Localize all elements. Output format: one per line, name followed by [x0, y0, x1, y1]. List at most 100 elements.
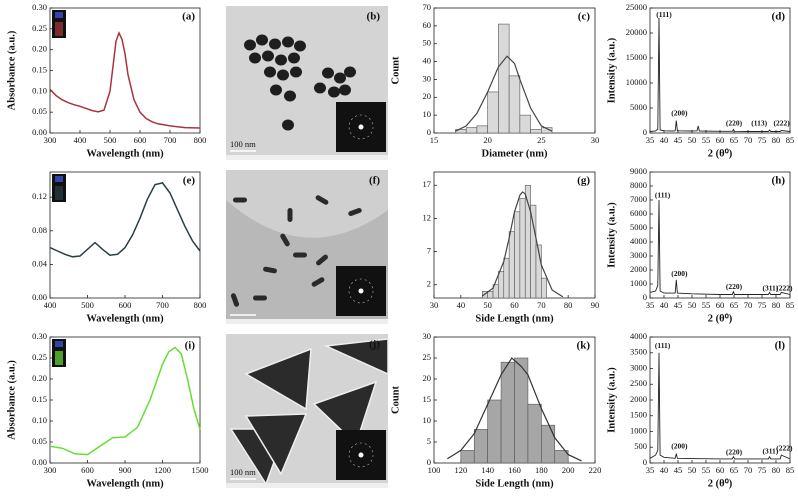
nanosphere: [244, 39, 256, 51]
y-tick-label: 2: [427, 279, 431, 289]
histogram-bar: [530, 129, 542, 134]
y-tick-label: 60: [423, 20, 432, 30]
x-tick-label: 35: [646, 135, 655, 145]
nanorod: [315, 195, 329, 205]
x-tick-label: 80: [772, 465, 781, 475]
panel-label: (j): [369, 339, 380, 351]
peak-annotation: (111): [655, 341, 671, 350]
x-tick-label: 600: [81, 465, 94, 475]
vial-cap: [55, 176, 63, 182]
y-tick-label: 0.15: [32, 394, 47, 404]
x-axis-label: Side Length (nm): [475, 478, 554, 489]
nanosphere: [277, 69, 289, 81]
panel-label: (b): [367, 11, 381, 23]
y-tick-label: 0.15: [32, 64, 47, 74]
histogram-bar: [487, 291, 494, 299]
peak-annotation: (113): [751, 119, 767, 128]
x-tick-label: 75: [758, 135, 767, 145]
y-tick-label: 2000: [630, 394, 647, 404]
y-tick-label: 0.20: [32, 373, 47, 383]
vial-cap: [55, 12, 63, 18]
nanosphere: [262, 50, 274, 62]
peak-annotation: (222): [776, 444, 793, 453]
y-tick-label: 10: [423, 109, 432, 119]
histogram-bar: [498, 271, 505, 299]
x-axis-label: Diameter (nm): [482, 148, 548, 159]
y-tick-label: 40: [423, 56, 432, 66]
nanorod: [263, 266, 277, 274]
histogram-bar: [541, 127, 553, 134]
x-tick-label: 40: [660, 465, 669, 475]
y-axis-label: Intensity (a.u.): [606, 202, 617, 268]
x-axis-label: Wavelength (nm): [86, 478, 164, 489]
x-tick-label: 1500: [192, 465, 209, 475]
x-tick-label: 50: [688, 465, 697, 475]
nanorod: [311, 277, 325, 287]
histogram-bar: [519, 114, 531, 134]
x-tick-label: 600: [134, 135, 147, 145]
peak-annotation: (311): [762, 447, 778, 456]
x-axis-label: Side Length (nm): [475, 313, 554, 324]
x-tick-label: 400: [74, 135, 87, 145]
histogram-bar: [535, 244, 542, 299]
y-tick-label: 0: [643, 457, 647, 467]
tem-image: 100 nm (j): [226, 334, 389, 488]
x-tick-label: 70: [537, 300, 546, 310]
y-axis-label: Count: [390, 385, 401, 414]
y-tick-label: 9000: [630, 166, 647, 176]
nanosphere: [284, 90, 296, 102]
y-axis-label: Absorbance (a.u.): [6, 360, 17, 440]
y-tick-label: 4000: [630, 331, 647, 341]
x-tick-label: 20: [483, 135, 492, 145]
y-tick-label: 20: [423, 91, 432, 101]
x-tick-label: 60: [716, 465, 725, 475]
y-tick-label: 2500: [630, 378, 647, 388]
y-axis-label: Intensity (a.u.): [606, 367, 617, 433]
nanosphere: [314, 82, 326, 94]
panel-label: (c): [578, 11, 591, 23]
x-tick-label: 75: [758, 465, 767, 475]
x-tick-label: 25: [537, 135, 546, 145]
x-tick-label: 65: [730, 135, 739, 145]
plot-frame: [49, 336, 201, 464]
nanosphere: [328, 86, 340, 98]
x-axis-label: 2 (θ⁰): [708, 477, 733, 489]
y-axis-label: Intensity (a.u.): [606, 37, 617, 103]
panel-label: (g): [577, 175, 590, 187]
peak-annotation: (222): [773, 119, 790, 128]
x-tick-label: 65: [730, 300, 739, 310]
saed-ring: [348, 442, 374, 468]
peak-annotation: (200): [671, 441, 688, 450]
histogram-bar: [541, 424, 556, 464]
x-tick-label: 60: [510, 300, 519, 310]
panel-label: (i): [185, 340, 196, 352]
nanosphere: [256, 34, 268, 46]
peak-annotation: (220): [726, 119, 743, 128]
y-tick-label: 4000: [630, 236, 647, 246]
panel-label: (h): [772, 175, 786, 187]
x-tick-label: 85: [786, 300, 795, 310]
panel-label: (e): [183, 175, 196, 187]
x-tick-label: 400: [44, 300, 57, 310]
histogram-bar: [487, 91, 499, 134]
x-tick-label: 65: [730, 465, 739, 475]
y-tick-label: 70: [423, 2, 432, 12]
saed-ring: [348, 278, 374, 304]
y-tick-label: 12: [423, 212, 432, 222]
histogram-bar: [554, 450, 569, 464]
peak-annotation: (200): [671, 269, 688, 278]
y-axis-label: Absorbance (a.u.): [6, 30, 17, 110]
y-tick-label: 10: [423, 415, 432, 425]
x-tick-label: 90: [591, 300, 600, 310]
plot-frame: [649, 171, 791, 299]
nanosphere: [294, 40, 306, 52]
y-tick-label: 0.00: [32, 292, 47, 302]
y-tick-label: 3000: [630, 362, 647, 372]
nanorod: [316, 254, 328, 266]
peak-annotation: (220): [726, 282, 743, 291]
nanosphere: [249, 52, 261, 64]
nanotriangle: [323, 338, 389, 376]
histogram-bar: [473, 429, 488, 464]
nanosphere: [288, 52, 300, 64]
histogram-bar: [519, 198, 526, 299]
